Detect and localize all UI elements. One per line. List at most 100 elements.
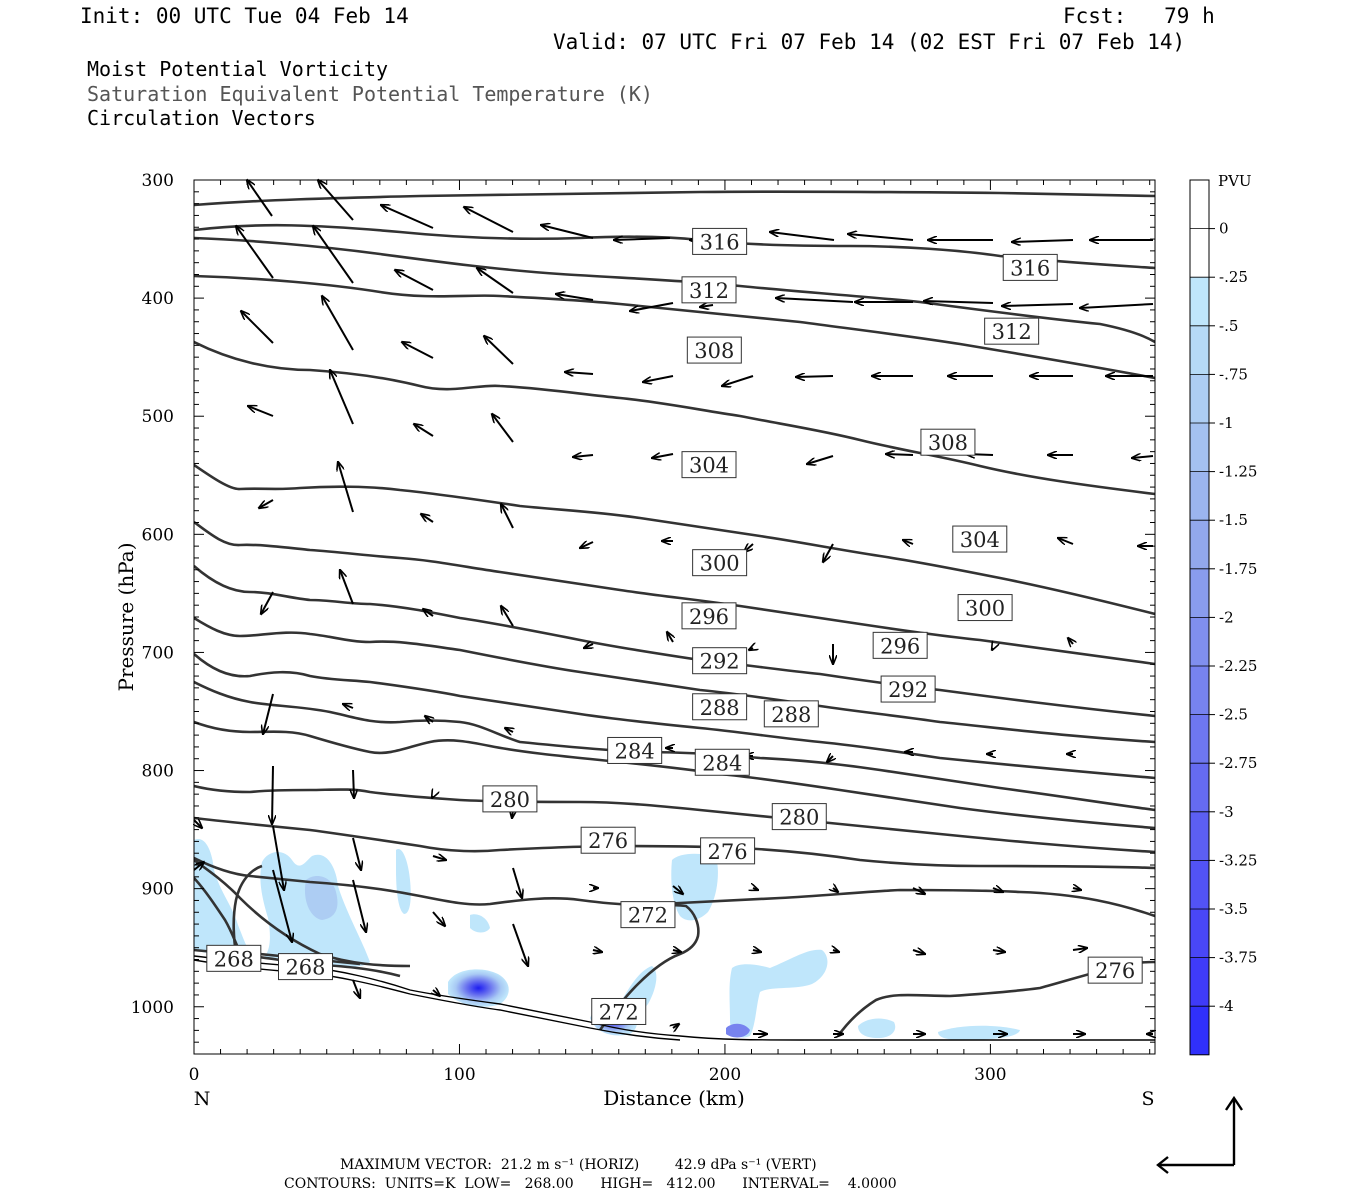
circulation-vector <box>247 180 273 217</box>
contour-label: 292 <box>692 647 748 675</box>
circulation-vector <box>464 207 514 233</box>
colorbar-swatch <box>1190 714 1209 764</box>
circulation-vector <box>338 462 354 513</box>
field-title-vectors: Circulation Vectors <box>87 106 316 130</box>
circulation-vector <box>421 514 434 523</box>
theta-es-contour <box>598 903 700 1031</box>
circulation-vector <box>1068 638 1073 644</box>
circulation-vector <box>330 370 354 425</box>
south-label: S <box>1141 1088 1154 1110</box>
contour-label-text: 272 <box>599 1000 639 1024</box>
circulation-vector <box>340 570 354 605</box>
contour-label-text: 288 <box>700 696 740 720</box>
contour-label: 268 <box>206 944 262 972</box>
circulation-vector <box>272 825 284 890</box>
circulation-vector <box>1080 303 1154 308</box>
circulation-vector <box>1002 304 1074 306</box>
contour-label-box <box>1087 956 1143 984</box>
theta-es-contour <box>194 856 1155 918</box>
circulation-vector <box>505 728 513 732</box>
x-tick-label: 200 <box>709 1065 741 1085</box>
y-tick-label: 1000 <box>131 998 174 1018</box>
circulation-vector <box>272 765 273 824</box>
y-tick-label: 400 <box>142 289 174 309</box>
colorbar-label: -4 <box>1219 997 1234 1015</box>
contour-label: 276 <box>700 837 756 865</box>
circulation-vector <box>414 424 434 437</box>
contour-label: 312 <box>681 276 737 304</box>
contour-label: 268 <box>277 953 333 981</box>
contour-label-text: 296 <box>689 605 729 629</box>
contour-label-text: 300 <box>700 552 740 576</box>
circulation-vector <box>823 543 834 562</box>
contour-label: 276 <box>1087 956 1143 984</box>
colorbar-label: -.25 <box>1219 268 1248 286</box>
circulation-vector <box>501 606 514 627</box>
contour-label: 276 <box>580 826 636 854</box>
circulation-vector <box>667 632 673 643</box>
contour-label-box <box>771 803 827 831</box>
colorbar-swatch <box>1190 374 1209 423</box>
circulation-vector <box>352 879 366 932</box>
circulation-vector <box>770 232 835 241</box>
contour-label-box <box>681 602 737 630</box>
circulation-vector <box>353 769 354 798</box>
colorbar-swatch <box>1190 180 1209 229</box>
contour-label-text: 312 <box>689 279 729 303</box>
colorbar-swatch <box>1190 277 1209 326</box>
colorbar-label: -3.25 <box>1219 851 1257 869</box>
circulation-vector <box>395 270 434 291</box>
max-vector-note: MAXIMUM VECTOR: 21.2 m s⁻¹ (HORIZ) 42.9 … <box>340 1157 817 1173</box>
circulation-vector <box>402 342 434 359</box>
circulation-vector <box>556 294 594 301</box>
theta-es-contour <box>194 784 1155 854</box>
circulation-vector <box>584 644 593 648</box>
circulation-vector <box>261 591 274 614</box>
contour-label: 288 <box>763 700 819 728</box>
contour-label-box <box>880 675 936 703</box>
circulation-vector <box>263 693 274 734</box>
contour-label-box <box>591 997 647 1025</box>
circulation-vector <box>352 979 360 998</box>
colorbar-swatch <box>1190 228 1209 278</box>
y-tick-label: 900 <box>142 880 174 900</box>
contour-label-box <box>692 549 748 577</box>
contour-label-text: 280 <box>490 788 530 812</box>
circulation-vector <box>992 950 1005 952</box>
circulation-vector <box>912 950 925 954</box>
theta-es-contour <box>194 190 1155 207</box>
contour-label-box <box>763 700 819 728</box>
colorbar-label: 0 <box>1219 220 1229 238</box>
x-axis-label: Distance (km) <box>603 1086 745 1110</box>
colorbar-swatch <box>1190 471 1209 521</box>
theta-es-contour <box>194 340 1155 496</box>
field-title-theta-es: Saturation Equivalent Potential Temperat… <box>87 82 653 106</box>
colorbar-swatch <box>1190 520 1209 569</box>
theta-es-contour <box>194 520 1155 666</box>
circulation-vector <box>501 504 514 529</box>
circulation-vector <box>343 704 354 708</box>
circulation-vector <box>259 499 274 508</box>
contour-label-text: 316 <box>700 230 740 254</box>
circulation-vector <box>912 888 925 894</box>
colorbar-swatch <box>1190 957 1209 1007</box>
contour-label-text: 296 <box>880 634 920 658</box>
circulation-vector <box>753 888 758 890</box>
contour-label: 284 <box>694 748 750 776</box>
contour-label: 308 <box>686 336 742 364</box>
circulation-vector <box>652 454 674 458</box>
contour-label: 300 <box>957 594 1013 622</box>
colorbar-label: -3.5 <box>1219 900 1248 918</box>
circulation-vector <box>1012 240 1074 242</box>
contour-label-box <box>700 837 756 865</box>
contour-label: 296 <box>872 631 928 659</box>
circulation-vector <box>432 911 445 926</box>
circulation-vector <box>827 756 833 762</box>
contour-label: 316 <box>692 227 748 255</box>
circulation-vector <box>477 268 514 294</box>
theta-es-contour <box>194 680 1155 812</box>
circulation-vector <box>193 862 204 871</box>
circulation-vector <box>272 869 292 942</box>
colorbar-swatch <box>1190 763 1209 812</box>
circulation-vector <box>512 867 522 898</box>
